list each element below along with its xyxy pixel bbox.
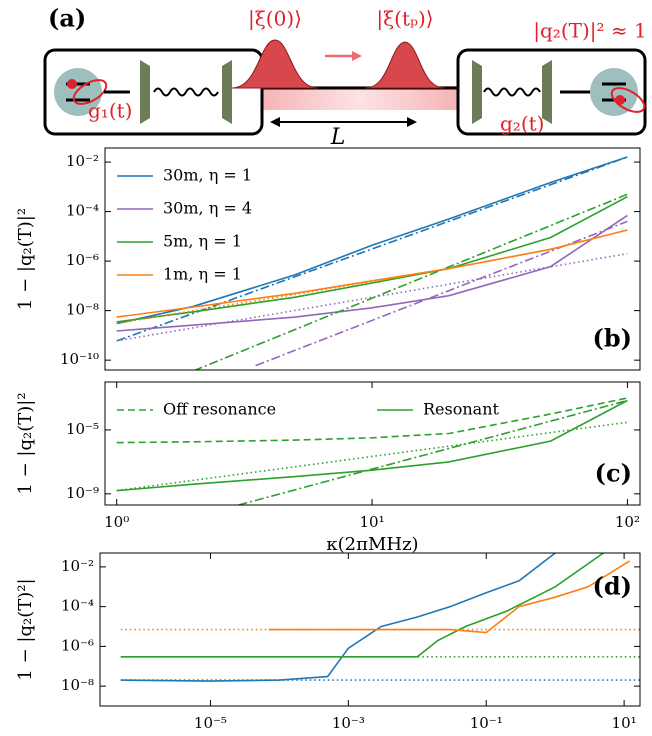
series-line xyxy=(116,399,628,492)
series-group xyxy=(116,397,628,505)
x-tick-label: 10¹ xyxy=(612,714,637,732)
series-line xyxy=(116,229,628,318)
panel-label: (d) xyxy=(593,572,633,601)
plot-frame xyxy=(104,381,641,506)
panel-label: (c) xyxy=(595,459,632,488)
panel-label: (a) xyxy=(48,4,86,33)
x-tick-label: 10⁰ xyxy=(104,513,129,531)
waveguide xyxy=(262,86,458,110)
x-tick-label: 10² xyxy=(615,513,640,531)
legend-label: 5m, η = 1 xyxy=(163,232,242,251)
plot: 10⁻⁵ 10⁻⁹ 10⁰ 10¹ 10² Off resonance Resonant (c… xyxy=(15,381,641,555)
state-label: |ξ(tₚ)⟩ xyxy=(376,7,433,32)
panel-label: (b) xyxy=(593,324,633,353)
cavity-field xyxy=(153,87,219,97)
series-line xyxy=(116,214,628,332)
node-box xyxy=(43,48,264,136)
y-tick-label: 10⁻⁸ xyxy=(61,676,94,694)
y-tick-label: 10⁻² xyxy=(66,152,99,170)
y-tick-label: 10⁻⁴ xyxy=(66,202,99,220)
length-label: L xyxy=(330,125,346,150)
x-axis-label: κ(2πMHz) xyxy=(326,534,418,555)
y-tick-label: 10⁻¹⁰ xyxy=(60,350,99,368)
y-tick-label: 10⁻⁵ xyxy=(66,420,99,438)
population xyxy=(67,79,77,89)
series-group xyxy=(120,553,640,682)
y-tick-label: 10⁻⁹ xyxy=(66,484,99,502)
y-axis-label: 1 − |q₂(T)|² xyxy=(15,208,36,310)
pulse xyxy=(231,39,319,89)
plot-frame xyxy=(99,552,641,707)
legend-label: 30m, η = 4 xyxy=(163,199,252,218)
y-axis-label: 1 − |q₂(T)|² xyxy=(15,392,36,494)
coupling-label: g₂(t) xyxy=(500,112,544,136)
series-line xyxy=(116,229,628,325)
series-line xyxy=(120,553,604,658)
x-tick-label: 10⁻¹ xyxy=(470,714,503,732)
plot: 10⁻² 10⁻⁴ 10⁻⁶ 10⁻⁸ 10⁻⁵ 10⁻³ 10⁻¹ 10¹ (d) 1 − |q… xyxy=(15,552,641,736)
arrow-head xyxy=(352,51,362,61)
plot-frame xyxy=(104,147,641,371)
target-label: |q₂(T)|² ≈ 1 xyxy=(533,19,646,44)
legend-label: Resonant xyxy=(423,400,500,419)
series-line xyxy=(238,399,628,505)
x-tick-label: 10⁻³ xyxy=(332,714,365,732)
atom xyxy=(590,68,638,116)
cavity-field xyxy=(483,87,541,97)
diagram: (a) |ξ(0)⟩ |ξ(tₚ)⟩ |q₂(T)|² ≈ 1 g₁(t) g₂… xyxy=(43,4,647,150)
series-group xyxy=(116,156,628,370)
series-line xyxy=(116,421,628,492)
coupling-label: g₁(t) xyxy=(88,99,132,123)
coupling-loop xyxy=(610,87,646,113)
legend-label: 1m, η = 1 xyxy=(163,265,242,284)
mirror xyxy=(140,60,232,124)
atom xyxy=(54,68,102,116)
legend-label: Off resonance xyxy=(163,400,276,419)
y-tick-label: 10⁻⁸ xyxy=(66,301,99,319)
y-axis-label: 1 − |q₂(T)²| xyxy=(15,578,36,680)
series-line xyxy=(193,193,628,370)
y-tick-label: 10⁻⁶ xyxy=(66,251,99,269)
plot: 10⁻² 10⁻⁴ 10⁻⁶ 10⁻⁸ 10⁻¹⁰ 30m, η = 1 30m, η = … xyxy=(15,147,641,371)
series-line xyxy=(116,252,628,342)
series-line xyxy=(255,220,628,367)
mirror xyxy=(472,60,552,124)
series-line xyxy=(116,397,628,444)
y-tick-label: 10⁻⁶ xyxy=(61,636,94,654)
y-tick-label: 10⁻² xyxy=(61,557,94,575)
x-tick-label: 10⁻⁵ xyxy=(194,714,227,732)
y-tick-label: 10⁻⁴ xyxy=(61,597,94,615)
coupling-loop xyxy=(72,79,108,105)
x-tick-label: 10¹ xyxy=(360,513,385,531)
state-label: |ξ(0)⟩ xyxy=(248,7,302,32)
pulse xyxy=(364,41,446,89)
series-line xyxy=(116,195,628,323)
legend-label: 30m, η = 1 xyxy=(163,166,252,185)
